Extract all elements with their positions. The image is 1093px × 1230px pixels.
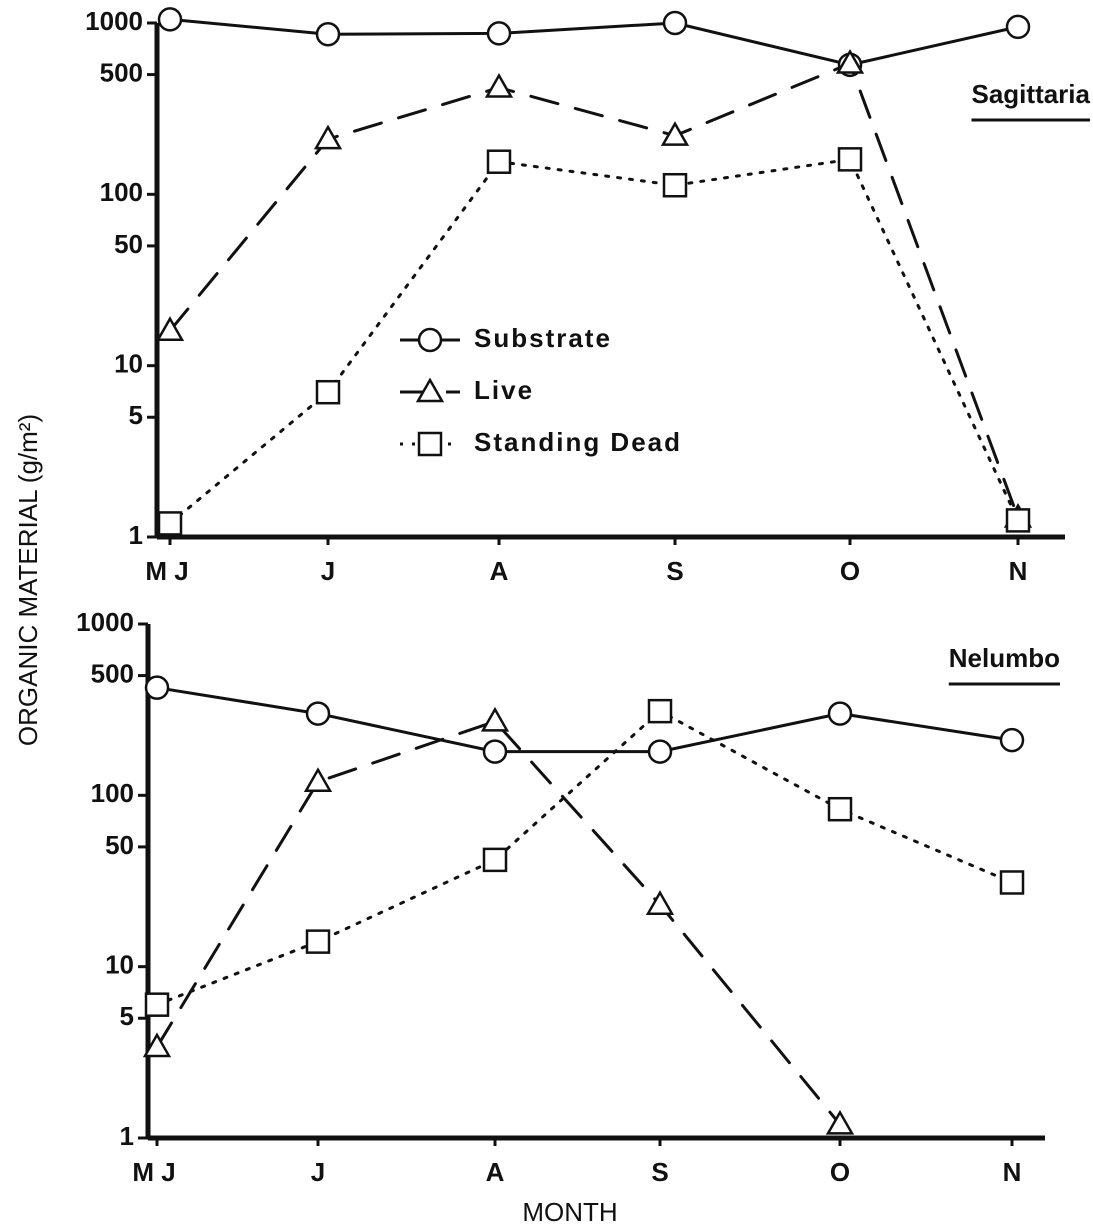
- y-tick-label: 500: [91, 658, 134, 688]
- marker: [144, 675, 170, 700]
- x-tick-label: S: [651, 1157, 668, 1187]
- marker: [157, 511, 183, 536]
- y-tick-label: 10: [114, 349, 143, 379]
- marker: [144, 992, 170, 1017]
- marker: [313, 124, 343, 150]
- x-axis-label: MONTH: [522, 1197, 617, 1227]
- marker: [486, 149, 512, 174]
- marker: [827, 701, 853, 726]
- marker: [482, 847, 508, 873]
- marker: [1005, 14, 1031, 40]
- x-tick-label: A: [486, 1157, 505, 1187]
- series-line: [155, 719, 842, 1126]
- y-tick-label: 5: [120, 1001, 134, 1031]
- marker: [825, 1109, 855, 1135]
- y-tick-label: 100: [91, 778, 134, 808]
- marker: [647, 698, 673, 724]
- chart-title: Nelumbo: [949, 643, 1060, 673]
- x-tick-label: J: [311, 1157, 325, 1187]
- marker: [1005, 508, 1031, 533]
- series-line: [168, 17, 1020, 67]
- marker: [835, 49, 865, 74]
- chart-title: Sagittaria: [972, 79, 1091, 109]
- x-tick-label: M J: [145, 556, 188, 586]
- y-tick-label: 10: [105, 950, 134, 980]
- y-tick-label: 5: [129, 400, 143, 430]
- marker: [305, 701, 331, 726]
- y-axis-label: ORGANIC MATERIAL (g/m²): [13, 414, 43, 746]
- series-line: [155, 709, 1014, 1007]
- legend-label: Substrate: [474, 323, 612, 353]
- marker: [415, 377, 445, 403]
- x-tick-label: N: [1009, 556, 1028, 586]
- marker: [315, 379, 341, 405]
- marker: [645, 890, 675, 915]
- marker: [303, 767, 333, 793]
- y-tick-label: 1000: [85, 6, 143, 36]
- x-tick-label: N: [1003, 1157, 1022, 1187]
- marker: [827, 796, 853, 822]
- series-line: [168, 157, 1020, 525]
- x-tick-label: O: [840, 556, 860, 586]
- marker: [486, 21, 512, 46]
- marker: [417, 327, 443, 353]
- y-tick-label: 1: [129, 520, 143, 550]
- marker: [662, 172, 688, 198]
- x-tick-label: S: [666, 556, 683, 586]
- y-tick-label: 100: [100, 177, 143, 207]
- y-tick-label: 50: [114, 229, 143, 259]
- marker: [142, 1032, 172, 1058]
- marker: [482, 739, 508, 764]
- marker: [305, 929, 331, 954]
- marker: [484, 73, 514, 98]
- y-tick-label: 1: [120, 1121, 134, 1151]
- marker: [660, 121, 690, 146]
- x-tick-label: J: [321, 556, 335, 586]
- y-tick-label: 1000: [76, 607, 134, 637]
- marker: [157, 7, 183, 32]
- y-tick-label: 50: [105, 830, 134, 860]
- marker: [155, 316, 185, 341]
- legend-label: Live: [474, 375, 534, 405]
- marker: [417, 431, 443, 457]
- marker: [662, 10, 688, 36]
- marker: [999, 727, 1025, 753]
- x-tick-label: A: [490, 556, 509, 586]
- marker: [315, 21, 341, 47]
- x-tick-label: O: [830, 1157, 850, 1187]
- x-tick-label: M J: [132, 1157, 175, 1187]
- marker: [647, 739, 673, 764]
- marker: [837, 147, 863, 172]
- series-line: [155, 686, 1014, 754]
- series-line: [168, 61, 1020, 519]
- marker: [480, 706, 510, 732]
- legend-label: Standing Dead: [474, 427, 682, 457]
- y-tick-label: 500: [100, 57, 143, 87]
- marker: [999, 870, 1025, 895]
